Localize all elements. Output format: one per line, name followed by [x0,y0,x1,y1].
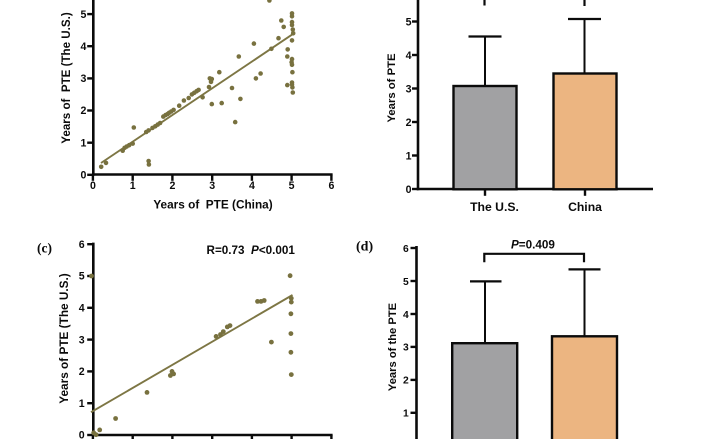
svg-text:3: 3 [79,334,85,346]
svg-text:P=0.409: P=0.409 [511,239,555,252]
svg-text:Years of PTE: Years of PTE [386,53,398,123]
svg-text:China: China [568,200,602,214]
svg-text:5: 5 [289,180,295,192]
svg-text:Years of PTE (The U.S.): Years of PTE (The U.S.) [57,273,71,404]
svg-text:2: 2 [406,117,412,129]
svg-text:3: 3 [80,73,86,85]
svg-text:Years of the PTE: Years of the PTE [387,302,399,391]
svg-text:1: 1 [130,180,136,192]
svg-text:3: 3 [403,343,409,354]
svg-text:Years of PTE (The U.S.): Years of PTE (The U.S.) [60,12,73,144]
svg-text:1: 1 [80,137,86,149]
svg-text:3: 3 [209,180,215,192]
svg-text:2: 2 [169,180,175,192]
svg-text:2: 2 [80,105,86,117]
svg-text:(d): (d) [356,239,373,254]
svg-text:4: 4 [406,50,412,62]
svg-text:4: 4 [79,303,85,315]
svg-text:0: 0 [79,430,85,439]
svg-text:5: 5 [79,271,85,283]
svg-text:(c): (c) [37,240,52,255]
svg-text:4: 4 [249,180,255,192]
svg-text:5: 5 [403,277,409,288]
svg-text:4: 4 [403,310,409,321]
svg-text:2: 2 [79,366,85,378]
svg-text:1: 1 [406,150,412,162]
svg-text:0: 0 [406,184,412,196]
svg-text:3: 3 [406,83,412,95]
svg-text:5: 5 [406,16,412,28]
svg-text:0: 0 [90,180,96,192]
svg-text:2: 2 [403,376,409,387]
svg-text:1: 1 [403,409,409,420]
svg-text:R=0.73 P<0.001: R=0.73 P<0.001 [207,244,296,257]
svg-text:5: 5 [80,9,86,21]
svg-text:6: 6 [328,180,334,192]
svg-text:0: 0 [80,170,86,182]
svg-text:The U.S.: The U.S. [470,200,519,214]
svg-text:6: 6 [403,244,409,255]
svg-text:Years of PTE (China): Years of PTE (China) [153,198,272,212]
svg-text:6: 6 [79,239,85,251]
svg-text:1: 1 [79,398,85,410]
svg-text:4: 4 [80,41,86,53]
